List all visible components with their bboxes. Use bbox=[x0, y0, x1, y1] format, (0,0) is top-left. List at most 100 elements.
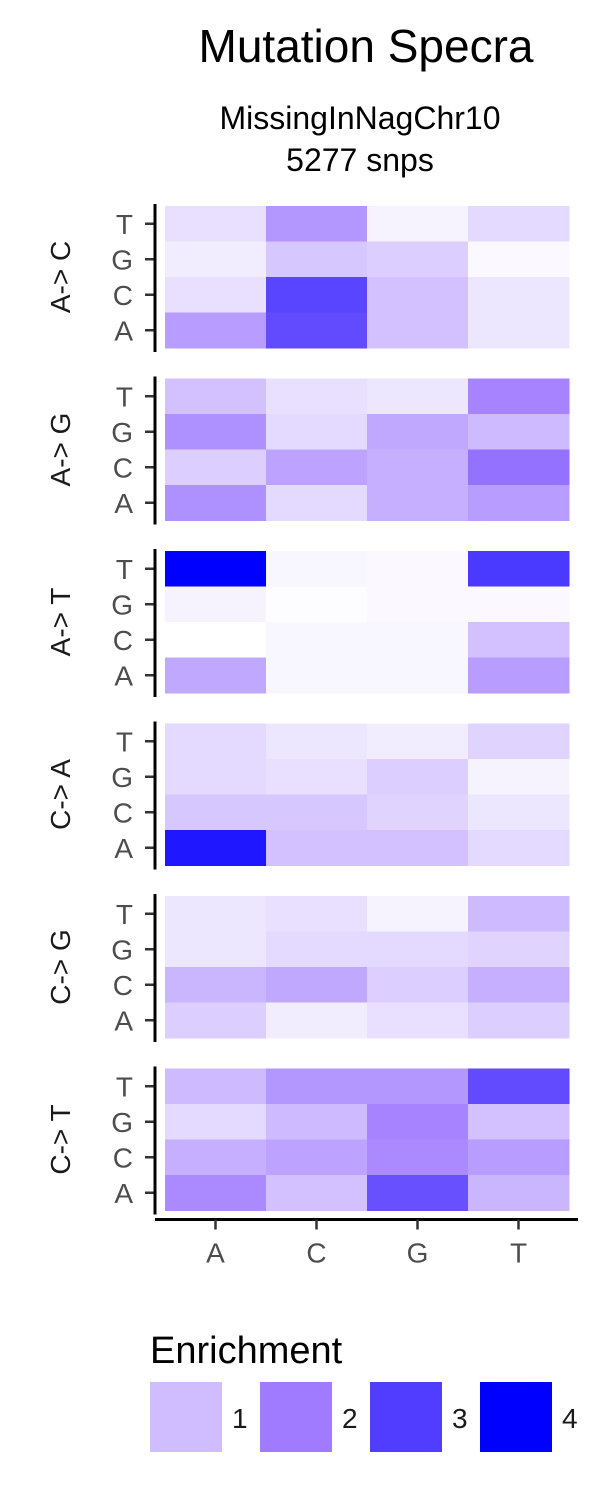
heatmap-tile bbox=[468, 759, 570, 795]
heatmap-tile bbox=[367, 551, 469, 587]
legend-key-label: 2 bbox=[342, 1403, 358, 1434]
y-tick-label: G bbox=[111, 244, 133, 275]
heatmap-tile bbox=[468, 1139, 570, 1176]
x-tick-label: C bbox=[306, 1238, 326, 1269]
heatmap-tile bbox=[367, 1002, 469, 1039]
heatmap-tile bbox=[266, 241, 368, 278]
heatmap-tile bbox=[468, 586, 570, 623]
legend-key-label: 4 bbox=[562, 1403, 578, 1434]
legend: Enrichment 1 2 3 4 bbox=[150, 1330, 578, 1452]
heatmap-tile bbox=[367, 931, 469, 968]
heatmap-tile bbox=[367, 1068, 469, 1105]
heatmap-tile bbox=[367, 830, 469, 866]
heatmap-tile bbox=[165, 1068, 267, 1105]
facet-label: A-> G bbox=[45, 413, 76, 487]
heatmap-tile bbox=[468, 1175, 570, 1211]
heatmap-tile bbox=[165, 277, 267, 313]
facet-label: A-> T bbox=[45, 588, 76, 657]
y-tick-label: C bbox=[113, 625, 133, 656]
heatmap-tile bbox=[165, 967, 267, 1003]
heatmap-tile bbox=[165, 622, 267, 658]
heatmap-tile bbox=[367, 1104, 469, 1140]
heatmap-tile bbox=[468, 657, 570, 694]
heatmap-tile bbox=[165, 414, 267, 450]
heatmap-tile bbox=[165, 206, 267, 242]
heatmap-tile bbox=[367, 586, 469, 623]
heatmap-tile bbox=[367, 414, 469, 450]
heatmap-tile bbox=[266, 1175, 368, 1211]
heatmap-tile bbox=[165, 241, 267, 278]
y-tick-label: C bbox=[113, 797, 133, 828]
heatmap-tile bbox=[367, 657, 469, 694]
heatmap-tile bbox=[266, 896, 368, 932]
heatmap-tile bbox=[468, 206, 570, 242]
heatmap-tile bbox=[468, 967, 570, 1003]
heatmap-tile bbox=[266, 794, 368, 831]
heatmap-tile bbox=[165, 378, 267, 415]
heatmap-tile bbox=[468, 485, 570, 521]
heatmap-tile bbox=[266, 551, 368, 587]
heatmap-tile bbox=[367, 277, 469, 313]
heatmap-tile bbox=[468, 378, 570, 415]
heatmap-tile bbox=[165, 723, 267, 760]
heatmap-tile bbox=[165, 759, 267, 795]
heatmap-tile bbox=[266, 206, 368, 242]
heatmap-tile bbox=[165, 1104, 267, 1140]
chart-subtitle-line-2: 5277 snps bbox=[286, 142, 434, 178]
heatmap-tile bbox=[468, 1104, 570, 1140]
heatmap-tile bbox=[266, 931, 368, 968]
facet-label: C-> T bbox=[45, 1104, 76, 1174]
heatmap-tile bbox=[468, 723, 570, 760]
heatmap-tile bbox=[266, 449, 368, 486]
heatmap-tile bbox=[165, 485, 267, 521]
heatmap-tile bbox=[165, 1002, 267, 1039]
heatmap-tile bbox=[468, 551, 570, 587]
heatmap-tile bbox=[266, 414, 368, 450]
heatmap-tile bbox=[165, 1175, 267, 1211]
heatmap-tile bbox=[367, 723, 469, 760]
facet-label: C-> G bbox=[45, 929, 76, 1004]
y-tick-label: C bbox=[113, 970, 133, 1001]
heatmap-tile bbox=[266, 759, 368, 795]
heatmap-tile bbox=[468, 794, 570, 831]
heatmap-tile bbox=[266, 378, 368, 415]
heatmap-tile bbox=[165, 551, 267, 587]
legend-key-swatch bbox=[150, 1382, 222, 1452]
y-tick-label: T bbox=[116, 726, 133, 757]
y-tick-label: C bbox=[113, 1142, 133, 1173]
y-tick-label: T bbox=[116, 1071, 133, 1102]
facet-label: A-> C bbox=[45, 241, 76, 313]
heatmap-tile bbox=[266, 1139, 368, 1176]
legend-title: Enrichment bbox=[150, 1330, 343, 1372]
y-tick-label: C bbox=[113, 280, 133, 311]
heatmap-tile bbox=[367, 1139, 469, 1176]
heatmap-tile bbox=[266, 277, 368, 313]
heatmap-tile bbox=[165, 657, 267, 694]
heatmap-tile bbox=[367, 794, 469, 831]
heatmap-tile bbox=[468, 414, 570, 450]
heatmap-tile bbox=[266, 1104, 368, 1140]
heatmap-tile bbox=[468, 312, 570, 349]
heatmap-tile bbox=[367, 622, 469, 658]
heatmap-tile bbox=[266, 1002, 368, 1039]
heatmap-tile bbox=[367, 759, 469, 795]
x-tick-label: T bbox=[510, 1238, 527, 1269]
y-tick-label: G bbox=[111, 589, 133, 620]
heatmap-tile bbox=[165, 896, 267, 932]
facet-label: C-> A bbox=[45, 759, 76, 830]
heatmap-tile bbox=[266, 312, 368, 349]
y-tick-label: A bbox=[114, 1005, 133, 1036]
heatmap-tile bbox=[367, 378, 469, 415]
y-tick-label: T bbox=[116, 899, 133, 930]
heatmap-tile bbox=[266, 485, 368, 521]
heatmap-tile bbox=[367, 206, 469, 242]
legend-key-swatch bbox=[260, 1382, 332, 1452]
chart-title: Mutation Specra bbox=[199, 20, 534, 72]
heatmap-tile bbox=[468, 622, 570, 658]
heatmap-tile bbox=[468, 449, 570, 486]
